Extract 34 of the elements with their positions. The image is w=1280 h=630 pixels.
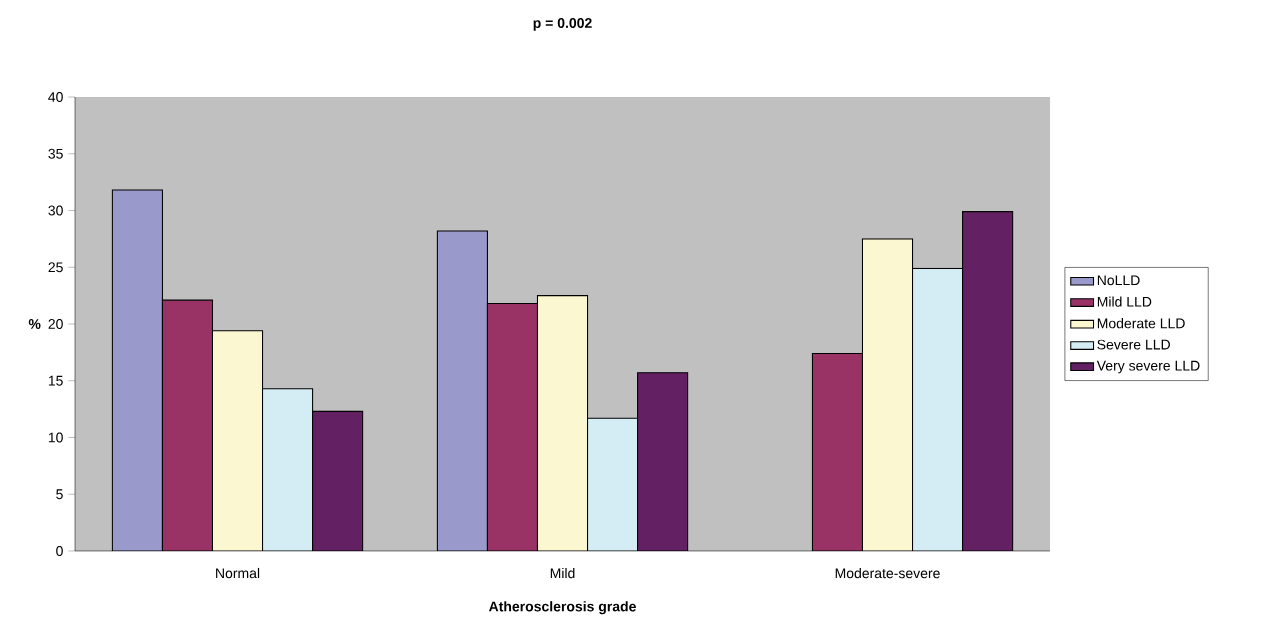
bar bbox=[436, 230, 488, 551]
bar bbox=[962, 211, 1014, 551]
bar bbox=[262, 388, 314, 551]
y-tick-label: 5 bbox=[56, 489, 63, 500]
bar bbox=[486, 303, 539, 551]
bar bbox=[111, 189, 163, 551]
y-tick-label: 10 bbox=[48, 432, 63, 443]
bar bbox=[161, 299, 214, 551]
legend-label: Moderate LLD bbox=[1097, 318, 1185, 329]
bar bbox=[587, 417, 639, 551]
bar bbox=[861, 238, 914, 551]
y-tick-label: 15 bbox=[48, 375, 63, 386]
x-tick-label: Normal bbox=[216, 567, 260, 579]
bar bbox=[811, 352, 864, 551]
legend-label: Very severe LLD bbox=[1096, 360, 1200, 374]
y-tick-label: 40 bbox=[48, 92, 63, 102]
x-axis-title: Atherosclerosis grade bbox=[488, 601, 636, 615]
y-tick-label: 0 bbox=[56, 546, 63, 556]
y-tick-label: 30 bbox=[48, 205, 63, 216]
bar bbox=[911, 267, 964, 551]
legend-label: Mild LLD bbox=[1097, 296, 1152, 307]
bar bbox=[637, 372, 689, 551]
x-tick-label: Moderate-severe bbox=[835, 567, 940, 579]
y-tick-label: 25 bbox=[48, 262, 63, 273]
chart-title: p = 0.002 bbox=[533, 18, 592, 31]
bar bbox=[536, 295, 589, 551]
bar bbox=[211, 330, 264, 551]
y-axis-title: % bbox=[28, 319, 41, 329]
x-tick-label: Mild bbox=[550, 567, 575, 579]
legend-label: Severe LLD bbox=[1097, 339, 1170, 350]
y-tick-label: 20 bbox=[48, 319, 63, 329]
bar bbox=[312, 410, 364, 551]
legend-label: NoLLD bbox=[1097, 275, 1140, 286]
y-tick-label: 35 bbox=[48, 148, 63, 159]
